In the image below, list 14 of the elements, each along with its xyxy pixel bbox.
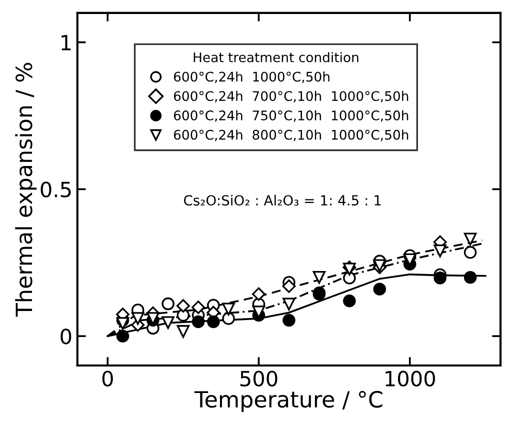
legend-label: 600°C,24h 800°C,10h 1000°C,50h (174, 130, 408, 142)
x-tick-label: 500 (240, 370, 278, 386)
legend-label: 600°C,24h 750°C,10h 1000°C,50h (174, 110, 408, 122)
y-tick-label: 0.5 (40, 182, 71, 198)
x-tick-label: 0 (102, 370, 113, 386)
annotation: Cs₂O:SiO₂ : Al₂O₃ = 1: 4.5 : 1 (184, 194, 381, 206)
x-axis-title: Temperature / °C (194, 390, 382, 412)
y-axis-title: Thermal expansion / % (15, 62, 37, 317)
y-tick-label: 1 (62, 35, 71, 50)
legend-label: 600°C,24h 1000°C,50h (174, 71, 330, 84)
legend-title: Heat treatment condition (194, 52, 358, 62)
x-tick-label: 1000 (386, 370, 435, 386)
legend-label: 600°C,24h 700°C,10h 1000°C,50h (174, 90, 408, 102)
y-tick-label: 0 (60, 328, 72, 344)
